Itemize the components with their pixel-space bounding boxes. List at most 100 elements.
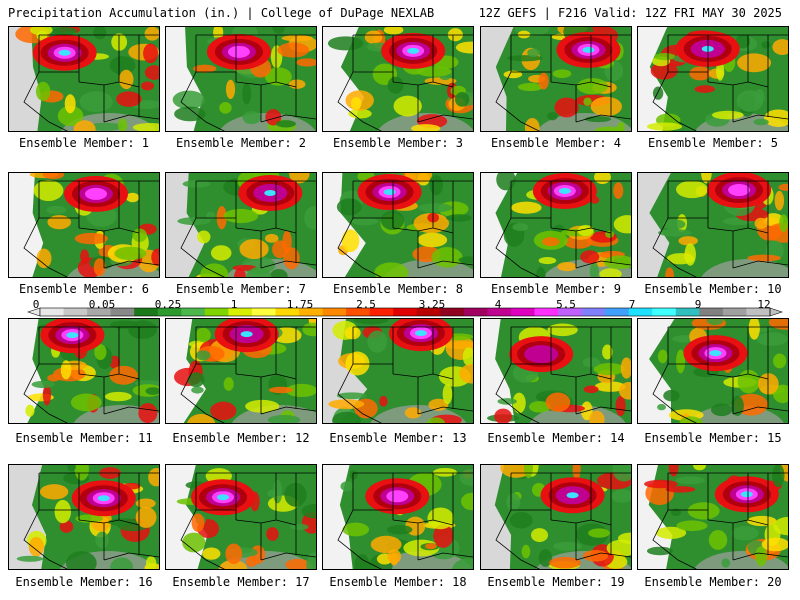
precip-blob <box>676 520 708 532</box>
precip-blob <box>694 85 715 93</box>
colorbar-segment <box>299 308 324 316</box>
precip-map <box>638 319 788 423</box>
precip-blob <box>340 481 354 492</box>
precip-map <box>481 173 631 277</box>
precip-blob <box>118 118 128 131</box>
precip-blob <box>455 41 473 54</box>
colorbar-segment <box>369 308 394 316</box>
precip-blob <box>747 515 777 527</box>
state-border <box>23 509 68 569</box>
ensemble-panel <box>8 318 160 424</box>
precip-blob <box>553 541 582 551</box>
precip-blob <box>272 27 286 34</box>
dry-region <box>481 319 515 423</box>
precip-blob <box>512 392 526 414</box>
precip-blob <box>652 86 664 100</box>
precip-blob <box>114 246 147 261</box>
precip-blob <box>54 499 72 524</box>
precip-blob <box>341 229 360 253</box>
state-border <box>103 260 159 269</box>
member-label: Ensemble Member: 12 <box>172 431 310 445</box>
precip-blob <box>583 97 592 106</box>
precip-blob <box>245 399 280 413</box>
precip-blob <box>94 344 107 361</box>
precip-blob <box>772 39 788 55</box>
precip-blob <box>116 91 142 107</box>
precip-blob <box>712 110 744 120</box>
precip-blob <box>684 243 696 266</box>
precip-blob <box>517 30 531 39</box>
precip-blob <box>351 217 379 226</box>
precip-blob <box>389 552 399 566</box>
member-label: Ensemble Member: 10 <box>644 282 782 296</box>
ensemble-panel <box>165 26 317 132</box>
precip-blob <box>264 233 279 243</box>
precip-blob <box>676 180 708 199</box>
state-border <box>732 260 788 269</box>
precip-core <box>383 188 396 195</box>
precip-blob <box>511 201 542 214</box>
precip-blob <box>754 217 768 229</box>
precip-blob <box>304 206 316 230</box>
precip-blob <box>497 398 517 405</box>
precip-blob <box>383 27 404 35</box>
precip-blob <box>736 90 764 112</box>
precip-blob <box>144 27 159 41</box>
precip-blob <box>773 517 788 536</box>
precip-blob <box>731 526 759 541</box>
precip-blob <box>267 414 301 423</box>
precip-blob <box>584 116 612 123</box>
precip-blob <box>206 211 216 220</box>
precip-blob <box>219 559 248 569</box>
dry-region <box>323 173 366 277</box>
precip-blob <box>671 508 682 517</box>
colorbar-segment <box>134 308 159 316</box>
precip-blob <box>64 94 76 114</box>
precip-blob <box>455 91 470 107</box>
precip-core <box>414 330 427 337</box>
state-border <box>732 552 788 561</box>
colorbar-segment <box>393 308 418 316</box>
precip-blob <box>577 225 594 237</box>
state-border <box>235 227 297 234</box>
state-border <box>652 71 697 131</box>
precip-blob <box>51 27 78 36</box>
state-border <box>550 373 612 380</box>
precip-blob <box>246 266 272 277</box>
precip-blob <box>135 506 157 528</box>
precip-blob <box>302 322 316 337</box>
precip-blob <box>187 372 205 388</box>
precip-map <box>9 27 159 131</box>
colorbar-tick-label: 12 <box>757 298 771 311</box>
precip-blob <box>210 401 237 421</box>
precip-map <box>481 27 631 131</box>
precip-blob <box>135 498 156 509</box>
precip-blob <box>431 247 463 268</box>
precip-blob <box>202 547 221 560</box>
precip-blob <box>547 323 578 337</box>
precip-blob <box>748 319 760 340</box>
state-border <box>417 552 473 561</box>
precip-blob <box>242 111 262 125</box>
precip-blob <box>285 558 311 569</box>
precip-map <box>166 465 316 569</box>
precip-blob <box>268 386 294 394</box>
precip-blob <box>417 232 448 248</box>
state-border <box>337 217 382 277</box>
precip-blob <box>689 66 712 81</box>
precip-blob <box>433 467 457 477</box>
precip-core <box>264 189 277 196</box>
colorbar-segment <box>675 308 700 316</box>
precip-blob <box>74 232 108 245</box>
precip-blob <box>657 403 666 411</box>
precip-blob <box>223 208 259 224</box>
state-border <box>417 406 473 415</box>
colorbar-segment <box>204 308 229 316</box>
precip-blob <box>348 108 372 119</box>
precip-blob <box>615 395 626 417</box>
precip-blob <box>650 61 678 80</box>
colorbar-segment <box>275 308 300 316</box>
state-border <box>260 114 316 123</box>
precip-blob <box>535 267 546 277</box>
precip-blob <box>172 90 205 110</box>
